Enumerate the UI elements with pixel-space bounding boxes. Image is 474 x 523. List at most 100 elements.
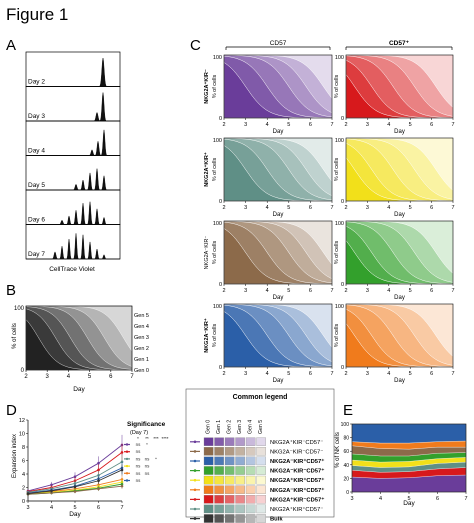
panel-d-ylabel: Expansion index	[12, 434, 18, 478]
x-tick-label: 4	[266, 371, 269, 377]
x-tick-label: 4	[387, 288, 390, 294]
histogram-day-label: Day 5	[28, 182, 45, 189]
x-tick-label: 5	[287, 288, 290, 294]
column-header-label: CD57⁺	[389, 40, 410, 47]
legend-row-label: NKG2A⁺KIR⁻CD57⁻	[270, 439, 323, 446]
significance-marker	[125, 450, 129, 453]
y-tick-label: 100	[14, 306, 25, 312]
legend-row-label: NKG2A⁻KIR⁺CD57⁺	[270, 458, 324, 465]
legend-swatch	[245, 495, 256, 504]
x-axis-label: Day	[394, 295, 405, 301]
plot-frame	[25, 305, 133, 371]
legend-swatch	[245, 475, 256, 485]
legend-swatch	[224, 437, 235, 446]
row-label: NKG2A⁻KIR⁺	[203, 318, 210, 353]
y-tick-label: 0	[21, 368, 25, 374]
legend-swatch	[224, 504, 235, 514]
legend-swatch	[214, 466, 224, 475]
legend-swatch	[224, 475, 235, 485]
legend-swatch	[214, 495, 224, 504]
significance-mark: ns	[136, 442, 142, 447]
y-tick-label: 100	[335, 304, 344, 310]
x-tick-label: 6	[430, 205, 433, 211]
significance-header: **	[145, 436, 149, 441]
x-tick-label: 3	[244, 122, 247, 128]
y-axis-label: % of cells	[334, 74, 340, 98]
significance-mark: ns	[136, 456, 142, 461]
x-tick-label: 3	[26, 505, 29, 511]
legend-swatch	[224, 485, 235, 494]
x-tick-label: 2	[344, 122, 347, 128]
legend-marker	[193, 498, 197, 501]
legend-row-label: NKG2A⁻KIR⁺CD57⁺	[270, 487, 324, 494]
legend-row-label: NKG2A⁻KIR⁻CD57⁻	[270, 449, 323, 455]
legend-swatch	[214, 504, 224, 514]
plot-frame	[345, 54, 454, 119]
histogram-day-label: Day 6	[28, 217, 45, 224]
legend-row-label: NKG2A⁺KIR⁻CD57⁺	[270, 496, 324, 503]
x-tick-label: 7	[451, 288, 454, 294]
legend-swatch	[256, 485, 266, 494]
data-point	[73, 482, 77, 485]
x-tick-label: 2	[222, 371, 225, 377]
legend-swatch	[224, 447, 235, 456]
data-point	[120, 484, 124, 488]
x-tick-label: 5	[73, 505, 76, 511]
y-axis-label: % of cells	[212, 323, 218, 347]
legend-swatch	[214, 437, 224, 446]
legend-swatch	[203, 485, 214, 494]
x-axis-label: Day	[394, 212, 405, 218]
x-tick-label: 3	[244, 288, 247, 294]
legend-swatch	[214, 514, 224, 523]
legend-swatch	[235, 504, 245, 514]
x-tick-label: 7	[130, 374, 134, 380]
y-tick-label: 100	[213, 304, 222, 310]
legend-swatch	[256, 495, 266, 504]
legend-row-label: NKG2A⁺KIR⁺CD57⁻	[270, 506, 323, 513]
x-tick-label: 7	[330, 371, 333, 377]
y-tick-label: 0	[341, 116, 344, 122]
y-tick-label: 2	[22, 486, 25, 492]
x-tick-label: 7	[330, 122, 333, 128]
legend-gen-header: Gen 1	[216, 420, 222, 434]
significance-mark: ns	[136, 464, 142, 469]
legend-swatch	[214, 485, 224, 494]
significance-marker	[125, 443, 129, 446]
panel-b-ylabel: % of cells	[12, 323, 18, 349]
legend-swatch	[256, 456, 266, 466]
x-tick-label: 3	[366, 288, 369, 294]
x-tick-label: 4	[266, 205, 269, 211]
data-point	[97, 461, 100, 465]
x-tick-label: 6	[430, 371, 433, 377]
y-axis-label: % of cells	[212, 240, 218, 264]
x-tick-label: 2	[222, 122, 225, 128]
x-tick-label: 2	[24, 374, 28, 380]
y-tick-label: 12	[19, 418, 25, 424]
legend-swatch	[245, 504, 256, 514]
y-tick-label: 10	[19, 432, 25, 438]
x-axis-label: Day	[394, 378, 405, 384]
x-axis-label: Day	[273, 378, 284, 384]
panel-b-letter: B	[6, 282, 16, 299]
panel-a-xlabel: CellTrace Violet	[49, 266, 95, 273]
significance-marker	[125, 472, 129, 475]
x-tick-label: 4	[50, 505, 53, 511]
significance-mark: *	[146, 442, 148, 447]
plot-frame	[345, 137, 454, 202]
x-tick-label: 6	[430, 122, 433, 128]
legend-marker	[193, 517, 197, 520]
data-point	[26, 492, 30, 495]
panel-d-xlabel: Day	[69, 511, 81, 518]
x-tick-label: 4	[387, 122, 390, 128]
x-tick-label: 5	[287, 371, 290, 377]
legend-swatch	[256, 437, 266, 446]
legend-swatch	[245, 485, 256, 494]
panel-d: D 0 2 4 6 8 10 12 3 4 5 6 7 Expansion index Day Sig…	[6, 402, 169, 518]
legend-swatch	[235, 514, 245, 523]
legend-row-label: NKG2A⁺KIR⁺CD57⁺	[270, 477, 324, 484]
y-axis-label: % of cells	[212, 157, 218, 181]
legend-swatch	[203, 495, 214, 504]
y-tick-label: 0	[346, 490, 349, 496]
y-tick-label: 8	[22, 445, 25, 451]
